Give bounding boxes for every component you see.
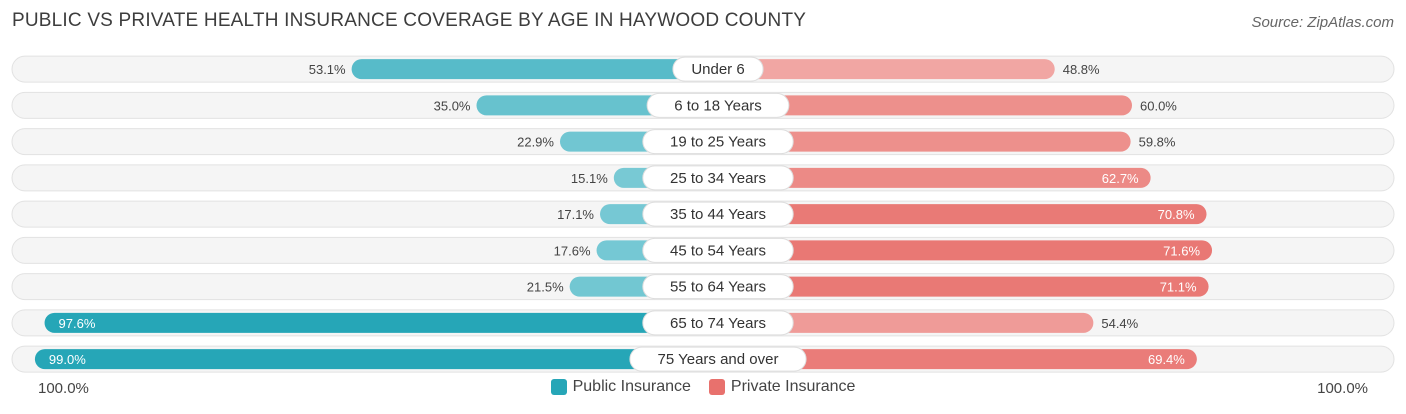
value-label-private: 54.4% [1101,316,1138,331]
value-label-public: 97.6% [59,316,96,331]
value-label-private: 62.7% [1102,171,1139,186]
bar-private [718,167,1151,188]
value-label-private: 48.8% [1063,62,1100,77]
category-label: 25 to 34 Years [670,170,766,187]
category-pill [642,237,794,263]
value-label-private: 59.8% [1139,135,1176,150]
category-label: 65 to 74 Years [670,315,766,332]
category-pill [672,56,764,82]
category-pill [642,165,794,191]
value-label-public: 22.9% [517,135,554,150]
category-pill [642,274,794,300]
category-label: 45 to 54 Years [670,242,766,259]
legend-item-private[interactable]: Private Insurance [708,378,856,396]
value-label-private: 70.8% [1158,207,1195,222]
source-label: Source: ZipAtlas.com [1251,14,1394,31]
category-label: 6 to 18 Years [674,97,762,114]
axis-right-label: 100.0% [1317,380,1368,397]
value-label-public: 35.0% [434,98,471,113]
category-label: 35 to 44 Years [670,206,766,223]
value-label-private: 69.4% [1148,352,1185,367]
category-pill [646,92,790,118]
bar-private [718,95,1132,116]
bar-private [718,204,1207,225]
value-label-public: 21.5% [527,280,564,295]
legend-item-public[interactable]: Public Insurance [550,378,691,396]
value-label-public: 17.6% [554,243,591,258]
category-pill [642,201,794,227]
bar-private [718,349,1197,370]
bar-private [718,312,1094,333]
value-label-private: 71.1% [1160,280,1197,295]
bar-private [718,276,1209,297]
chart-title: PUBLIC VS PRIVATE HEALTH INSURANCE COVER… [12,10,807,31]
category-label: 19 to 25 Years [670,134,766,151]
bar-private [718,131,1131,152]
legend: Public Insurance Private Insurance [0,378,1406,396]
bar-public [44,312,719,333]
category-label: 75 Years and over [658,351,779,368]
legend-label-private: Private Insurance [730,378,856,395]
legend-label-public: Public Insurance [572,378,691,395]
bar-private [718,240,1213,261]
legend-swatch-public [550,379,567,395]
category-label: Under 6 [691,61,744,78]
value-label-public: 15.1% [571,171,608,186]
bar-public [34,349,718,370]
axis-left-label: 100.0% [38,380,89,397]
category-label: 55 to 64 Years [670,279,766,296]
value-label-public: 17.1% [557,207,594,222]
value-label-public: 99.0% [49,352,86,367]
value-label-public: 53.1% [309,62,346,77]
category-pill [629,346,807,372]
bar-private [718,59,1055,80]
category-pill [642,310,794,336]
category-pill [642,129,794,155]
legend-swatch-private [708,379,725,395]
value-label-private: 71.6% [1163,243,1200,258]
value-label-private: 60.0% [1140,98,1177,113]
bar-public [351,59,718,80]
